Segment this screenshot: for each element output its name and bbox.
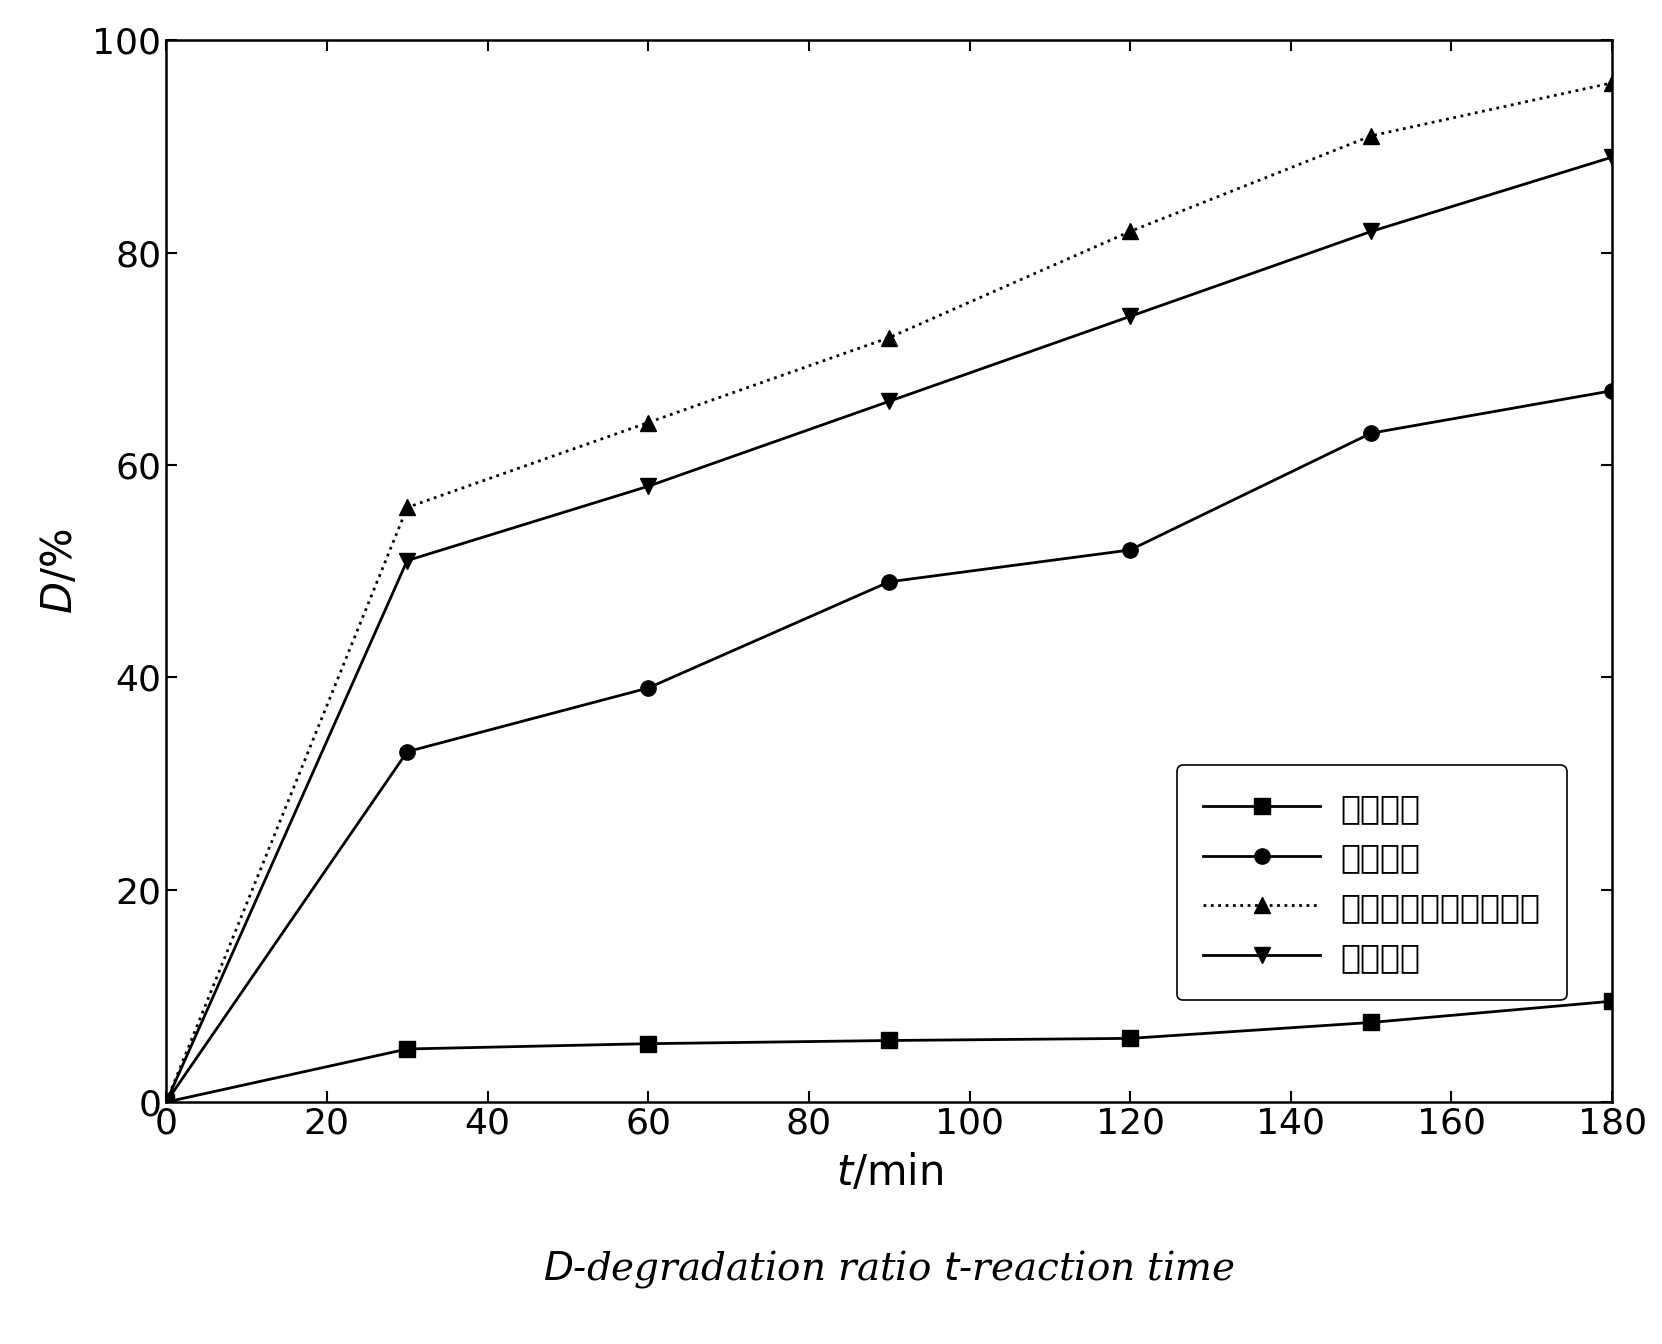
Text: $D$-degradation ratio $t$-reaction time: $D$-degradation ratio $t$-reaction time (543, 1249, 1235, 1290)
Legend: 无咆化剂, 片状粉体, 多孔晶松散芒团状粉体, 花状粉体: 无咆化剂, 片状粉体, 多孔晶松散芒团状粉体, 花状粉体 (1177, 765, 1567, 1000)
花状粉体 (879, 394, 899, 410)
片状粉体 (1602, 383, 1622, 399)
片状粉体 (397, 743, 417, 759)
多孔晶松散芒团状粉体 (1120, 223, 1140, 239)
无咆化剂 (879, 1032, 899, 1048)
Line: 多孔晶松散芒团状粉体: 多孔晶松散芒团状粉体 (158, 74, 1620, 1110)
片状粉体 (156, 1094, 176, 1110)
无咆化剂 (1361, 1015, 1381, 1031)
无咆化剂 (156, 1094, 176, 1110)
无咆化剂 (638, 1036, 658, 1052)
花状粉体 (1602, 149, 1622, 165)
Line: 片状粉体: 片状粉体 (158, 383, 1620, 1110)
X-axis label: $t$/min: $t$/min (836, 1152, 942, 1193)
无咆化剂 (397, 1042, 417, 1058)
多孔晶松散芒团状粉体 (1602, 75, 1622, 91)
多孔晶松散芒团状粉体 (638, 414, 658, 430)
花状粉体 (397, 552, 417, 569)
片状粉体 (879, 574, 899, 590)
多孔晶松散芒团状粉体 (1361, 128, 1381, 144)
无咆化剂 (1602, 993, 1622, 1009)
花状粉体 (1361, 223, 1381, 239)
花状粉体 (1120, 308, 1140, 324)
Line: 无咆化剂: 无咆化剂 (158, 993, 1620, 1110)
片状粉体 (1361, 425, 1381, 441)
多孔晶松散芒团状粉体 (397, 500, 417, 516)
片状粉体 (638, 680, 658, 696)
片状粉体 (1120, 542, 1140, 558)
多孔晶松散芒团状粉体 (879, 329, 899, 345)
Y-axis label: $D$/%: $D$/% (40, 528, 81, 614)
花状粉体 (156, 1094, 176, 1110)
无咆化剂 (1120, 1031, 1140, 1047)
花状粉体 (638, 478, 658, 495)
多孔晶松散芒团状粉体 (156, 1094, 176, 1110)
Line: 花状粉体: 花状粉体 (158, 149, 1620, 1110)
